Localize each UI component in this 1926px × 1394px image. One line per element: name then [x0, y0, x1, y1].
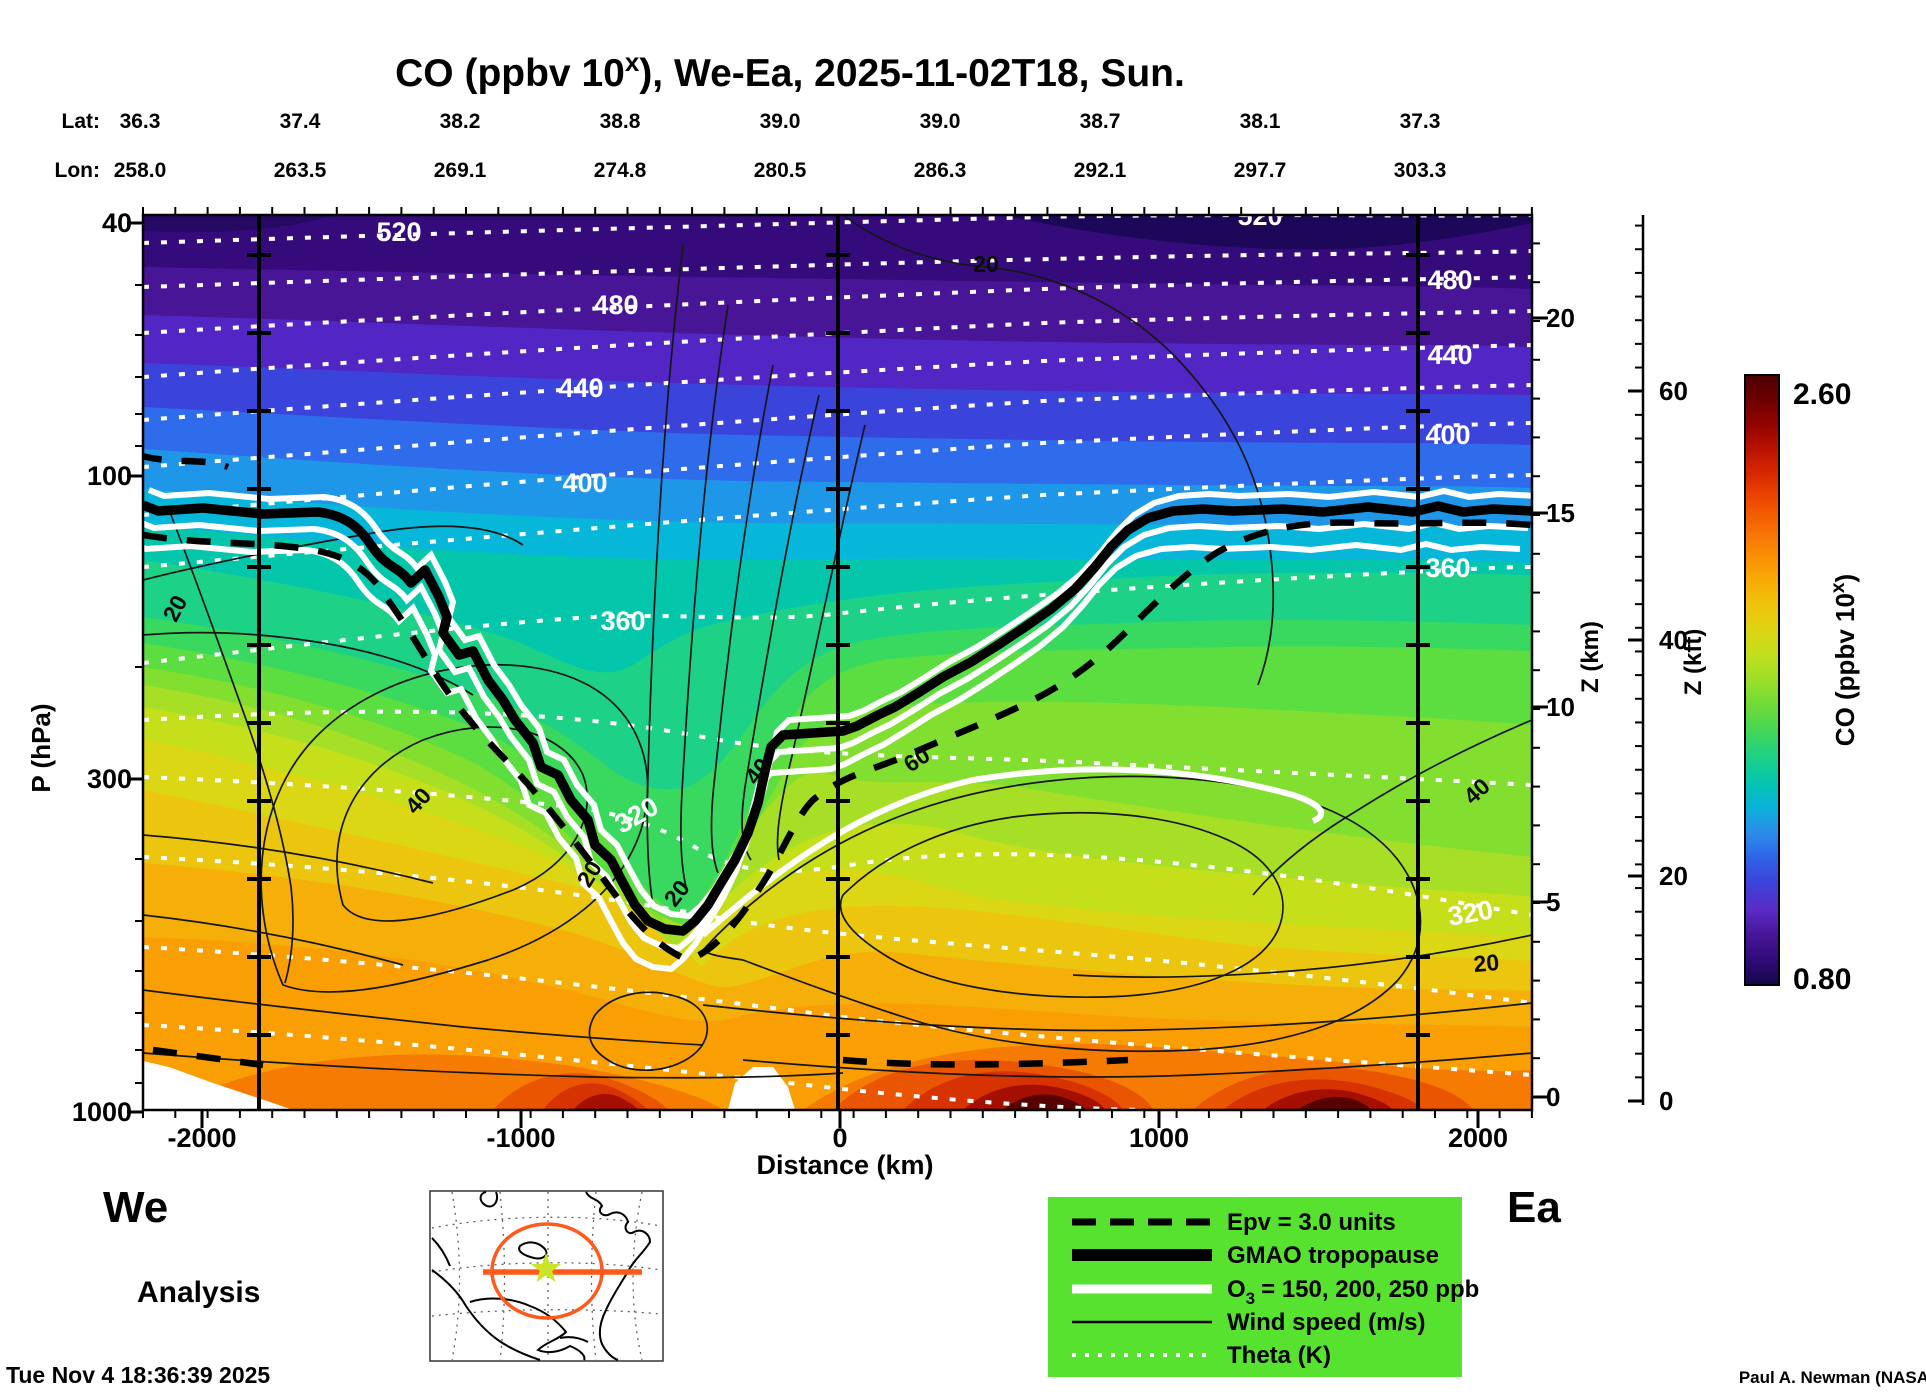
legend-label-wind: Wind speed (m/s) [1227, 1309, 1425, 1336]
theta-label: 520 [1237, 201, 1282, 231]
lat-value: 37.3 [1400, 110, 1441, 133]
distance-tick-label: -1000 [486, 1123, 555, 1153]
km-tick-label: 5 [1546, 887, 1560, 917]
lon-value: 274.8 [594, 159, 647, 182]
map-inset [429, 1190, 664, 1362]
theta-label: 440 [1427, 340, 1472, 370]
lat-row-label: Lat: [62, 110, 101, 133]
reference-lines [247, 215, 1430, 1110]
theta-label: 400 [562, 468, 607, 498]
legend: Epv = 3.0 units GMAO tropopause O3 = 150,… [1048, 1197, 1479, 1377]
lon-value: 292.1 [1074, 159, 1127, 182]
generation-timestamp: Tue Nov 4 18:36:39 2025 [6, 1362, 270, 1388]
km-axis-title: Z (km) [1577, 621, 1604, 693]
plot-area: 5205204804404003604804404003603203202040… [131, 201, 1538, 1110]
lon-row-label: Lon: [55, 159, 100, 182]
left-axis-title: P (hPa) [26, 703, 56, 792]
west-end-label: We [103, 1183, 168, 1232]
lon-value: 303.3 [1394, 159, 1447, 182]
lat-value: 38.2 [440, 110, 481, 133]
lon-value: 280.5 [754, 159, 807, 182]
theta-label: 360 [1425, 553, 1470, 583]
map-location-star-icon [530, 1253, 562, 1282]
lat-value: 37.4 [280, 110, 321, 133]
pressure-tick-label: 1000 [72, 1097, 132, 1127]
km-tick-label: 10 [1546, 692, 1575, 722]
wind-contours [143, 215, 1532, 1079]
theta-contours [143, 215, 1532, 1110]
page-title: CO (ppbv 10x), We-Ea, 2025-11-02T18, Sun… [395, 47, 1185, 95]
theta-label: 480 [1427, 265, 1472, 295]
axis-ticks [127, 207, 1754, 1128]
kft-axis-title: Z (kft) [1680, 629, 1707, 696]
lat-value: 36.3 [120, 110, 161, 133]
colorbar-max: 2.60 [1793, 378, 1851, 411]
pressure-tick-label: 40 [102, 208, 132, 238]
lon-value: 263.5 [274, 159, 327, 182]
east-end-label: Ea [1507, 1183, 1561, 1232]
kft-tick-label: 40 [1659, 625, 1688, 655]
bottom-axis-title: Distance (km) [756, 1150, 933, 1180]
lat-value: 38.1 [1240, 110, 1281, 133]
wind-label: 20 [1472, 949, 1500, 977]
wind-label: 20 [973, 251, 999, 277]
map-inset-frame [429, 1190, 664, 1362]
epv-contour [143, 452, 1532, 1069]
distance-tick-label: 1000 [1129, 1123, 1189, 1153]
theta-label: 480 [593, 290, 638, 320]
lat-value: 38.8 [600, 110, 641, 133]
lon-value: 269.1 [434, 159, 487, 182]
generated-labels: 36.3 37.4 38.2 38.8 39.0 39.0 38.7 38.1 37.3 258.… [72, 110, 1688, 1153]
lat-value: 39.0 [760, 110, 801, 133]
analysis-mode-label: Analysis [137, 1276, 260, 1309]
lat-value: 38.7 [1080, 110, 1121, 133]
colorbar [1744, 374, 1780, 986]
distance-tick-label: 0 [832, 1123, 847, 1153]
distance-tick-label: 2000 [1448, 1123, 1508, 1153]
pressure-tick-label: 300 [87, 764, 132, 794]
theta-label: 520 [376, 217, 421, 247]
kft-tick-label: 0 [1659, 1086, 1673, 1116]
legend-label-ozone: O3 = 150, 200, 250 ppb [1227, 1276, 1479, 1308]
pressure-tick-label: 100 [87, 461, 132, 491]
distance-tick-label: -2000 [167, 1123, 236, 1153]
kft-tick-label: 60 [1659, 376, 1688, 406]
colorbar-title: CO (ppbv 10x) [1828, 574, 1860, 746]
lat-value: 39.0 [920, 110, 961, 133]
theta-label: 360 [600, 606, 645, 636]
legend-label-tropopause: GMAO tropopause [1227, 1242, 1439, 1269]
plot-border [141, 213, 1534, 1112]
kft-tick-label: 20 [1659, 861, 1688, 891]
km-tick-label: 20 [1546, 303, 1575, 333]
colorbar-min: 0.80 [1793, 963, 1851, 996]
surface-co-maxima [173, 1043, 1532, 1110]
credit-label: Paul A. Newman (NASA [1739, 1368, 1926, 1387]
legend-label-epv: Epv = 3.0 units [1227, 1209, 1396, 1236]
theta-label: 440 [558, 373, 603, 403]
legend-label-theta: Theta (K) [1227, 1342, 1331, 1369]
lon-value: 258.0 [114, 159, 167, 182]
ozone-contours [131, 490, 1538, 969]
lon-value: 286.3 [914, 159, 967, 182]
km-tick-label: 0 [1546, 1082, 1560, 1112]
lon-value: 297.7 [1234, 159, 1287, 182]
theta-label: 400 [1425, 420, 1470, 450]
km-tick-label: 15 [1546, 498, 1575, 528]
